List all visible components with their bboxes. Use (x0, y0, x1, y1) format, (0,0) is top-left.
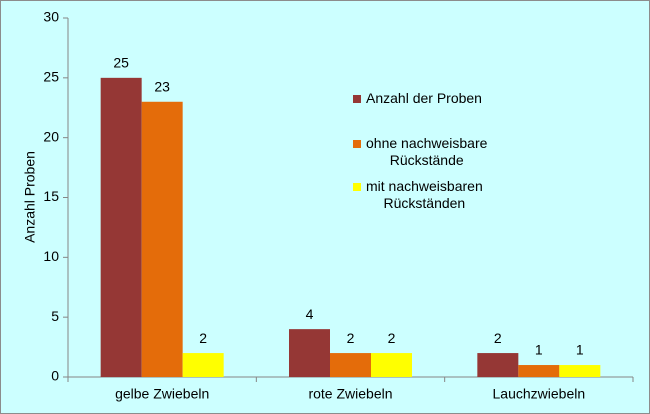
legend-item: mit nachweisbaren Rückständen (353, 178, 483, 212)
legend-label: Anzahl der Proben (366, 90, 482, 106)
legend-label: mit nachweisbaren Rückständen (366, 178, 483, 211)
data-label: 25 (113, 55, 129, 71)
x-tick-label: gelbe Zwiebeln (115, 386, 209, 402)
bar (330, 353, 371, 377)
data-label: 2 (388, 330, 396, 346)
y-tick-label: 5 (51, 308, 59, 324)
y-axis-label: Anzahl Proben (22, 151, 38, 243)
x-tick-label: rote Zwiebeln (308, 386, 392, 402)
data-label: 2 (199, 330, 207, 346)
legend-item: Anzahl der Proben (353, 90, 482, 107)
y-tick-label: 15 (43, 188, 59, 204)
legend-swatch (353, 140, 361, 148)
bar (477, 353, 519, 377)
data-label: 1 (535, 342, 543, 358)
legend-swatch (353, 183, 361, 191)
bar (518, 365, 560, 377)
bar (289, 329, 330, 377)
data-label: 1 (576, 342, 584, 358)
bar (559, 365, 601, 377)
y-tick-label: 0 (51, 368, 59, 384)
y-tick-label: 10 (43, 248, 59, 264)
bar (141, 101, 183, 378)
x-tick-label: Lauchzwiebeln (493, 386, 586, 402)
legend-label: ohne nachweisbare Rückstände (366, 135, 488, 168)
y-tick-label: 20 (43, 128, 59, 144)
y-tick-label: 30 (43, 9, 59, 25)
data-label: 2 (494, 330, 502, 346)
data-label: 4 (306, 306, 314, 322)
y-tick-label: 25 (43, 69, 59, 85)
legend-item: ohne nachweisbare Rückstände (353, 135, 487, 169)
data-label: 23 (154, 78, 170, 94)
bar (182, 353, 224, 377)
bar (100, 77, 142, 377)
legend-swatch (353, 95, 361, 103)
data-label: 2 (347, 330, 355, 346)
bar (371, 353, 412, 377)
